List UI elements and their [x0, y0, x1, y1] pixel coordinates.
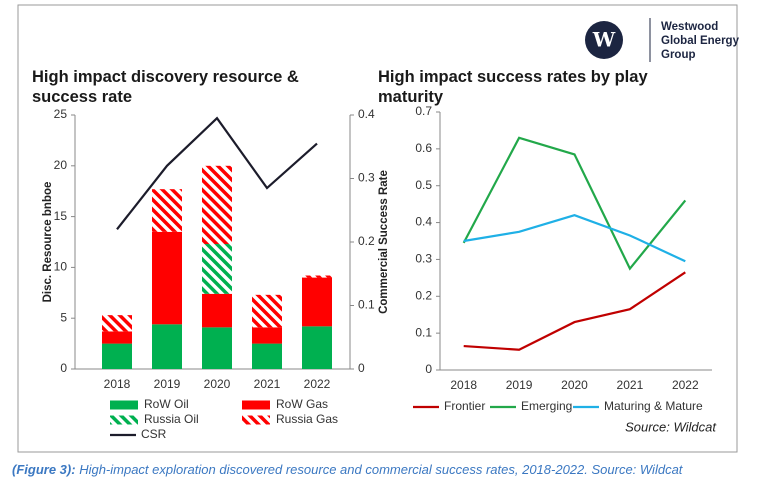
- y-tick-label: 0: [425, 362, 432, 376]
- y-tick-label: 25: [54, 107, 68, 121]
- chart-title: High impact discovery resource & success…: [32, 68, 299, 106]
- bar-segment: [252, 327, 282, 344]
- legend-swatch: [110, 415, 138, 425]
- y2-tick-label: 0: [358, 361, 365, 375]
- x-tick-label: 2018: [104, 377, 131, 391]
- bar-segment: [202, 293, 232, 328]
- bar-segment: [302, 326, 332, 369]
- legend-label: RoW Gas: [276, 397, 328, 411]
- annotation: Source: Wildcat: [625, 419, 717, 434]
- bar-segment: [302, 277, 332, 327]
- y2-axis-label: Commercial Success Rate: [378, 170, 390, 314]
- y-tick-label: 10: [54, 260, 68, 274]
- y-tick-label: 0.4: [415, 215, 432, 229]
- legend-label: CSR: [141, 427, 167, 441]
- bar-segment: [252, 294, 282, 328]
- y-tick-label: 0.2: [415, 288, 432, 302]
- x-tick-label: 2021: [617, 378, 644, 392]
- legend-label: Russia Gas: [276, 412, 338, 426]
- x-tick-label: 2022: [672, 378, 699, 392]
- legend-label: Emerging: [521, 399, 572, 413]
- bar-segment: [152, 324, 182, 369]
- y-tick-label: 0.3: [415, 252, 432, 266]
- bar-segment: [152, 189, 182, 232]
- y-tick-label: 0.7: [415, 104, 432, 118]
- company-name: Group: [661, 49, 696, 61]
- y-tick-label: 15: [54, 209, 68, 223]
- y2-tick-label: 0.1: [358, 298, 375, 312]
- legend-swatch: [242, 400, 270, 410]
- bar-segment: [252, 343, 282, 369]
- legend-label: Frontier: [444, 399, 485, 413]
- y-tick-label: 5: [60, 310, 67, 324]
- x-tick-label: 2020: [561, 378, 588, 392]
- y-tick-label: 0.1: [415, 325, 432, 339]
- series-line: [463, 271, 686, 351]
- bar-segment: [202, 165, 232, 245]
- series-line: [116, 116, 318, 230]
- bar-segment: [102, 331, 132, 344]
- bar-segment: [202, 244, 232, 294]
- y-tick-label: 20: [54, 158, 68, 172]
- y2-tick-label: 0.2: [358, 234, 375, 248]
- x-tick-label: 2019: [506, 378, 533, 392]
- x-tick-label: 2020: [204, 377, 231, 391]
- bar-segment: [152, 231, 182, 325]
- legend-swatch: [110, 400, 138, 410]
- x-tick-label: 2018: [450, 378, 477, 392]
- legend-label: Maturing & Mature: [604, 399, 703, 413]
- bar-segment: [102, 343, 132, 369]
- bar-segment: [102, 315, 132, 332]
- y-tick-label: 0: [60, 361, 67, 375]
- figure-border: [17, 4, 738, 453]
- x-tick-label: 2019: [154, 377, 181, 391]
- y-axis-label: Disc. Resource bnboe: [42, 182, 54, 303]
- legend-swatch: [242, 415, 270, 425]
- company-name: Westwood: [661, 21, 718, 33]
- caption-label: (Figure 3):: [12, 462, 76, 477]
- legend-label: Russia Oil: [144, 412, 199, 426]
- chart-title: High impact success rates by play maturi…: [378, 68, 648, 106]
- series-line: [462, 136, 687, 271]
- y2-tick-label: 0.3: [358, 171, 375, 185]
- x-tick-label: 2022: [304, 377, 331, 391]
- caption-text: High-impact exploration discovered resou…: [79, 462, 683, 477]
- series-line: [463, 214, 686, 263]
- y2-tick-label: 0.4: [358, 107, 375, 121]
- bar-segment: [202, 327, 232, 369]
- bar-segment: [302, 275, 332, 278]
- caption: (Figure 3): High-impact exploration disc…: [12, 459, 757, 481]
- y-tick-label: 0.5: [415, 178, 432, 192]
- legend-label: RoW Oil: [144, 397, 189, 411]
- company-name: Global Energy: [661, 35, 740, 47]
- logo-circle: [585, 21, 623, 59]
- x-tick-label: 2021: [254, 377, 281, 391]
- logo-letter: W: [592, 28, 616, 52]
- y-tick-label: 0.6: [415, 141, 432, 155]
